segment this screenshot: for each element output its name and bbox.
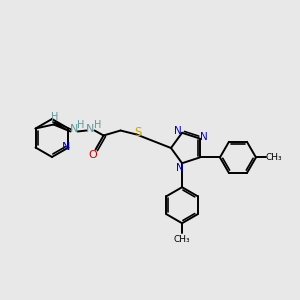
Text: N: N: [174, 126, 182, 136]
Text: O: O: [88, 149, 97, 160]
Text: H: H: [77, 119, 84, 130]
Text: N: N: [70, 124, 79, 134]
Text: H: H: [94, 119, 101, 130]
Text: N: N: [176, 163, 184, 173]
Text: N: N: [200, 132, 208, 142]
Text: H: H: [51, 112, 58, 122]
Text: N: N: [62, 142, 70, 152]
Text: CH₃: CH₃: [266, 153, 282, 162]
Text: N: N: [86, 124, 95, 134]
Text: CH₃: CH₃: [174, 235, 190, 244]
Text: S: S: [134, 126, 141, 139]
